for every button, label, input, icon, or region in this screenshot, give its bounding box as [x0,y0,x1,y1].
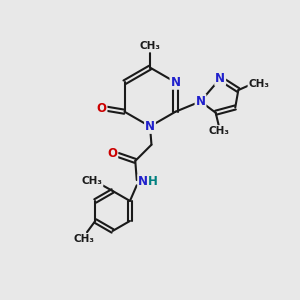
Text: N: N [145,120,155,133]
Text: CH₃: CH₃ [248,79,269,89]
Text: H: H [148,175,158,188]
Text: O: O [107,147,117,160]
Text: O: O [97,102,106,115]
Text: N: N [138,175,148,188]
Text: N: N [215,72,225,85]
Text: CH₃: CH₃ [82,176,103,186]
Text: N: N [196,95,206,108]
Text: CH₃: CH₃ [140,41,160,51]
Text: N: N [170,76,181,89]
Text: CH₃: CH₃ [74,234,94,244]
Text: CH₃: CH₃ [208,126,229,136]
